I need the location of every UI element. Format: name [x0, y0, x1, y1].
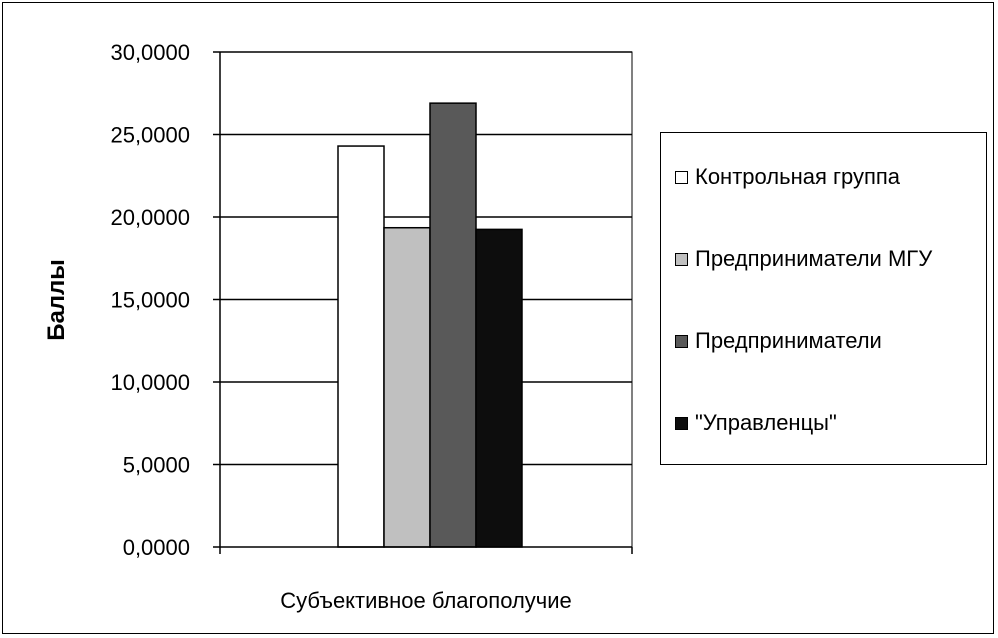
x-category-labels: Субъективное благополучие [280, 588, 572, 613]
y-tick-labels: 0,0000 5,0000 10,0000 15,0000 20,0000 25,0000… [110, 40, 190, 560]
legend-item: Контрольная группа [675, 162, 900, 192]
legend: Контрольная группа Предприниматели МГУ Пре… [660, 132, 987, 465]
bar [383, 226, 431, 548]
legend-swatch [675, 170, 688, 184]
legend-item: "Управленцы" [675, 408, 837, 438]
y-tick-label: 0,0000 [123, 535, 190, 560]
bar [475, 228, 523, 548]
bar [337, 145, 385, 548]
y-axis-title: Баллы [43, 259, 70, 341]
axes [213, 51, 633, 554]
legend-label: Предприниматели МГУ [695, 246, 933, 271]
bars [337, 102, 523, 548]
x-category-label: Субъективное благополучие [280, 588, 572, 613]
bar [429, 102, 477, 548]
legend-swatch [675, 334, 688, 348]
legend-item: Предприниматели [675, 326, 882, 356]
y-tick-label: 10,0000 [110, 370, 190, 395]
y-tick-label: 5,0000 [123, 453, 190, 478]
y-tick-label: 30,0000 [110, 40, 190, 65]
y-tick-label: 25,0000 [110, 123, 190, 148]
legend-swatch [675, 416, 688, 430]
legend-item: Предприниматели МГУ [675, 244, 932, 274]
legend-label: "Управленцы" [695, 410, 837, 435]
y-tick-label: 20,0000 [110, 205, 190, 230]
legend-swatch [675, 252, 688, 266]
legend-label: Предприниматели [695, 328, 882, 353]
y-tick-label: 15,0000 [110, 288, 190, 313]
legend-label: Контрольная группа [695, 164, 901, 189]
